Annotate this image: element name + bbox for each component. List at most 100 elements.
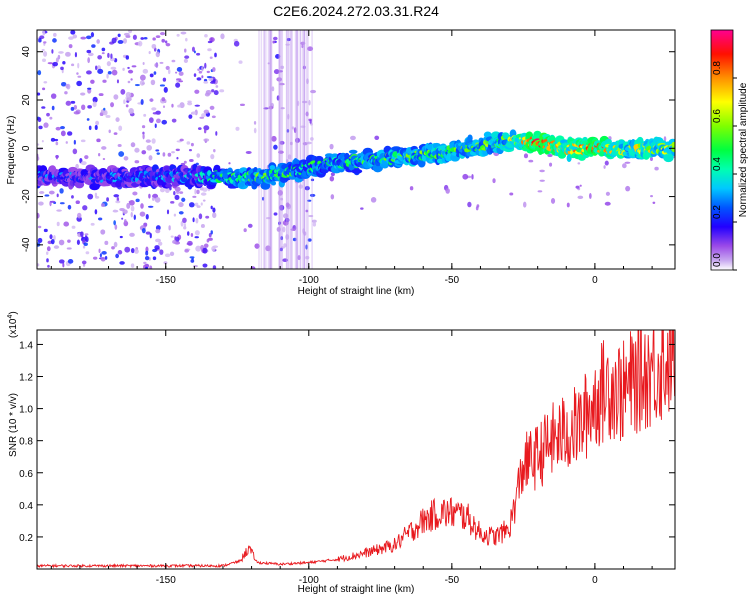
noise-speckle	[58, 259, 65, 264]
noise-speckle	[285, 234, 290, 240]
noise-streak	[294, 30, 297, 269]
noise-speckle	[374, 135, 380, 140]
noise-speckle	[253, 121, 257, 125]
noise-speckle	[63, 221, 70, 227]
noise-speckle	[329, 143, 334, 150]
noise-speckle	[119, 261, 125, 265]
noise-speckle	[282, 258, 289, 263]
noise-speckle	[37, 237, 43, 244]
noise-speckle	[215, 85, 219, 88]
noise-streak	[278, 30, 281, 269]
noise-speckle	[148, 117, 154, 123]
noise-speckle	[203, 125, 210, 131]
noise-speckle	[130, 248, 135, 254]
noise-speckle	[663, 136, 667, 142]
ridge-halo	[238, 182, 245, 188]
noise-speckle	[303, 231, 307, 236]
noise-speckle	[60, 126, 65, 130]
noise-speckle	[98, 217, 103, 221]
noise-speckle	[307, 238, 312, 242]
noise-speckle	[137, 40, 143, 47]
noise-speckle	[38, 37, 42, 43]
noise-speckle	[297, 255, 301, 261]
noise-speckle	[159, 31, 166, 36]
noise-speckle	[37, 225, 42, 229]
noise-speckle	[75, 200, 80, 205]
spectrogram-x-ticks: -150 -100 -50 0	[50, 30, 653, 286]
noise-speckle	[304, 185, 310, 191]
noise-speckle	[130, 205, 135, 212]
noise-speckle	[130, 142, 136, 148]
noise-speckle	[200, 192, 207, 196]
noise-speckle	[163, 261, 168, 265]
spectrogram-y-ticks: -40 -20 0 20 40	[21, 46, 675, 252]
noise-streak	[289, 30, 292, 269]
noise-speckle	[99, 253, 102, 258]
noise-speckle	[209, 105, 215, 110]
noise-speckle	[97, 68, 104, 74]
noise-speckle	[122, 67, 125, 71]
snr-y-multiplier: (x104)	[7, 311, 19, 338]
noise-speckle	[280, 65, 285, 69]
colorbar-tick-label: 0.6	[712, 109, 723, 123]
noise-speckle	[76, 80, 83, 87]
noise-speckle	[38, 201, 44, 206]
noise-speckle	[220, 33, 225, 40]
noise-speckle	[176, 156, 179, 160]
noise-speckle	[285, 202, 290, 208]
noise-speckle	[147, 205, 154, 208]
snr-x-label: Height of straight line (km)	[298, 584, 415, 595]
noise-speckle	[180, 31, 187, 35]
noise-speckle	[370, 197, 377, 203]
noise-speckle	[104, 240, 109, 246]
noise-speckle	[143, 36, 148, 40]
ridge-halo	[165, 183, 173, 188]
noise-speckle	[265, 245, 271, 252]
spectrogram-y-label: Frequency (Hz)	[6, 116, 17, 185]
noise-speckle	[102, 157, 106, 161]
noise-streak	[288, 30, 290, 269]
colorbar-label: Normalized spectral amplitude	[738, 82, 749, 217]
noise-speckle	[149, 265, 153, 269]
noise-speckle	[51, 105, 55, 111]
noise-speckle	[178, 202, 184, 208]
noise-speckle	[148, 51, 151, 55]
noise-speckle	[193, 73, 197, 77]
y-tick-label: 0.2	[19, 533, 33, 544]
noise-speckle	[198, 213, 203, 220]
noise-speckle	[194, 188, 197, 195]
x-tick-label: -150	[156, 575, 176, 586]
noise-speckle	[201, 113, 207, 118]
noise-speckle	[140, 203, 144, 209]
noise-speckle	[103, 107, 106, 111]
noise-speckle	[207, 48, 212, 52]
noise-speckle	[167, 152, 172, 157]
noise-speckle	[159, 84, 166, 87]
y-tick-label: 1.0	[19, 405, 33, 416]
noise-speckle	[577, 195, 584, 200]
ridge-cell	[671, 146, 675, 153]
noise-speckle	[175, 71, 178, 74]
noise-speckle	[162, 77, 167, 82]
snr-multiplier-exp: 4	[7, 315, 14, 319]
noise-speckle	[196, 52, 201, 56]
noise-speckle	[80, 161, 87, 166]
noise-speckle	[182, 217, 187, 223]
colorbar-ticks: 0.0 0.2 0.4 0.6 0.8	[712, 61, 737, 271]
noise-speckle	[117, 33, 121, 38]
noise-speckle	[65, 51, 71, 57]
noise-speckle	[123, 32, 130, 36]
noise-speckle	[81, 104, 86, 111]
noise-speckle	[287, 154, 292, 160]
noise-speckle	[37, 117, 42, 123]
noise-speckle	[207, 40, 212, 44]
noise-streak	[303, 30, 306, 269]
noise-streak	[296, 30, 299, 269]
noise-speckle	[212, 67, 216, 73]
y-tick-label: -40	[21, 237, 32, 252]
noise-speckle	[523, 153, 529, 159]
noise-speckle	[298, 184, 304, 189]
y-tick-label: 0	[21, 145, 32, 151]
noise-speckle	[203, 78, 208, 82]
noise-speckle	[94, 124, 98, 130]
